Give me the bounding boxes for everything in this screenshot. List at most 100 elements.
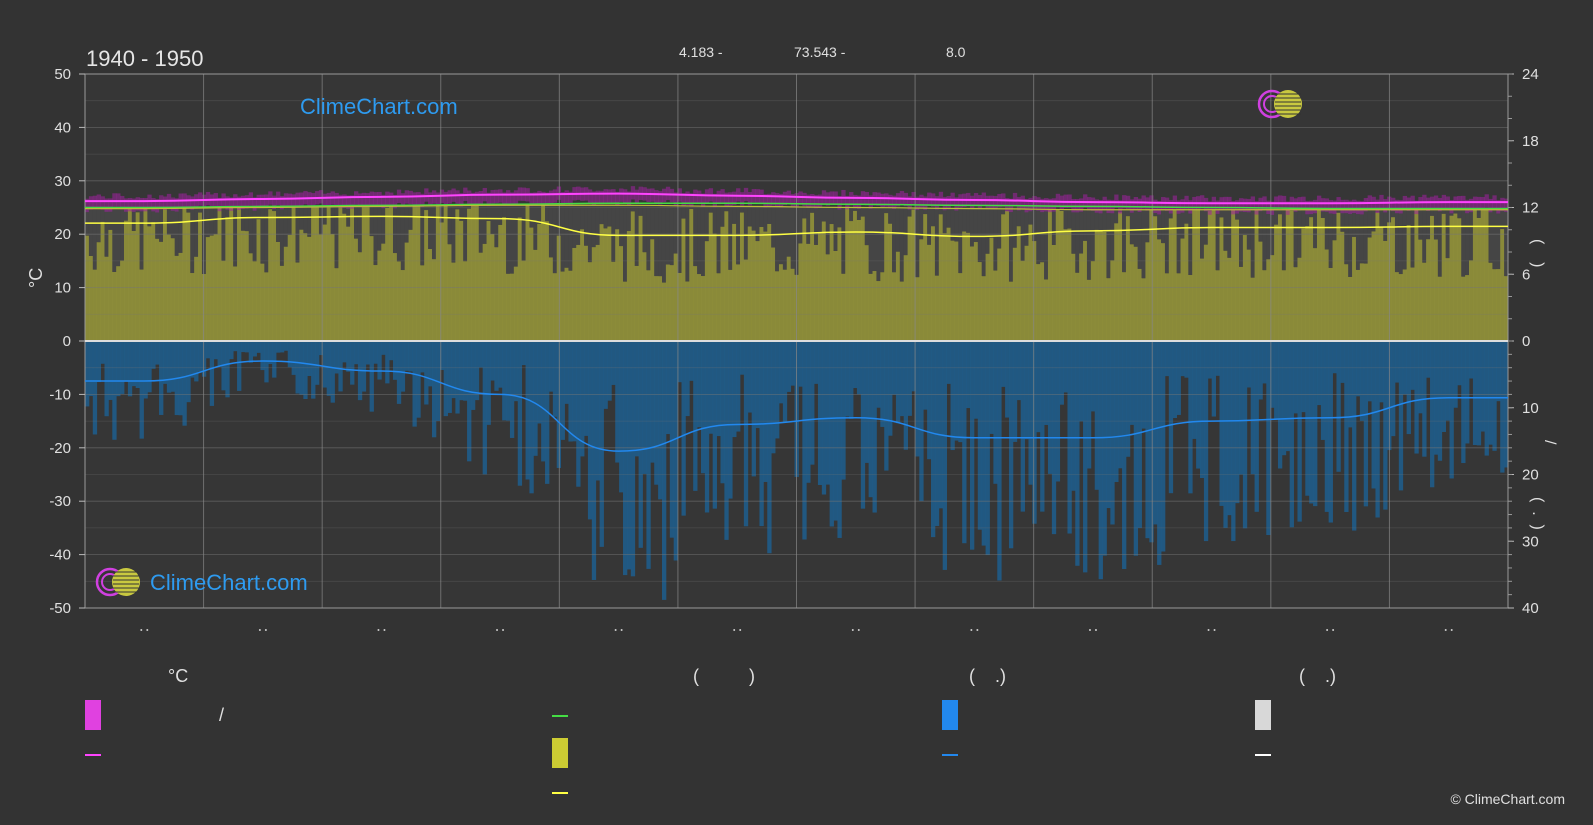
daylight-bar [447,205,452,245]
sunshine-bar [1098,230,1103,341]
daylight-bar [1379,209,1384,227]
precip-bar [1367,341,1372,402]
daylight-bar [330,206,335,235]
sunshine-bar [400,270,406,341]
daylight-bar [424,206,429,211]
daylight-bar [895,207,901,252]
temp-range-bar [1379,194,1384,209]
sunshine-bar [295,262,300,341]
sunshine-bar [139,269,144,341]
temp-range-bar [771,192,776,206]
sunshine-bar [1433,239,1439,341]
precip-bar [1012,341,1018,442]
daylight-bar [817,207,823,234]
precip-bar [1086,341,1092,469]
right-tick-label-hours: 24 [1522,66,1539,83]
left-tick-label: 40 [54,119,71,136]
daylight-bar [568,205,573,271]
temp-range-bar [1465,199,1470,214]
sunshine-bar [626,231,632,341]
precip-bar [1094,341,1100,490]
brand-text-bottom: ClimeChart.com [150,570,308,595]
sunshine-bar [424,210,429,341]
precip-bar [1075,341,1080,566]
daylight-bar [763,206,768,232]
sunshine-bar [311,207,316,341]
precip-bar [1044,341,1049,425]
precip-bar [564,341,569,404]
sunshine-bar [716,273,721,341]
precip-bar [354,341,359,365]
sunshine-bar [272,211,277,341]
precip-bar [1207,341,1213,379]
sunshine-bar [677,272,682,341]
precip-bar [1488,341,1493,445]
daylight-bar [1500,209,1505,230]
legend-daylight-swatch [552,738,568,768]
precip-bar [428,341,433,387]
daylight-bar [1410,209,1415,268]
sunshine-bar [654,276,659,341]
sunshine-bar [513,266,519,341]
temp-range-bar [1079,198,1084,212]
sunshine-bar [470,205,476,341]
precip-bar [1242,341,1248,529]
sunshine-bar [104,256,109,341]
sunshine-bar [1238,266,1244,341]
sunshine-bar [1161,243,1166,341]
daylight-bar [720,206,725,227]
sunshine-bar [1422,262,1427,341]
precip-bar [587,341,593,520]
daylight-bar [1293,209,1298,268]
legend-col4-header: ( .) [1299,666,1336,686]
precip-bar [626,341,632,570]
sunshine-bar [938,214,944,341]
temp-range-bar [1430,196,1435,211]
precip-bar [1184,341,1189,378]
sunshine-bar [240,230,246,341]
sunshine-bar [778,264,784,341]
daylight-bar [623,205,628,282]
temp-range-bar [1414,200,1419,215]
sunshine-bar [408,229,413,341]
daylight-bar [572,205,577,248]
daylight-bar [798,206,803,244]
sunshine-bar [611,261,616,341]
daylight-bar [307,207,312,237]
sunshine-bar [919,239,924,341]
precip-bar [1465,341,1470,444]
precip-bar [166,341,172,393]
daylight-bar [213,207,218,235]
sunshine-bar [494,247,499,341]
daylight-bar [821,207,827,222]
sunshine-bar [276,241,281,341]
temp-range-bar [1044,198,1049,212]
month-tick-dot [733,629,736,631]
temp-range-bar [977,194,983,209]
sunshine-bar [1398,274,1404,341]
temp-range-bar [989,195,994,210]
sunshine-bar [1418,239,1423,341]
precip-bar [825,341,831,485]
top-stat-1: 4.183 - [679,44,723,60]
sunshine-bar [993,270,998,341]
precip-bar [451,341,456,399]
sunshine-bar [790,268,795,341]
daylight-bar [1457,209,1462,219]
temp-range-bar [825,192,831,206]
sunshine-bar [1223,250,1228,341]
daylight-bar [704,206,710,242]
temp-range-bar [1476,196,1482,211]
precip-bar [1133,341,1139,556]
daylight-bar [1122,209,1127,273]
temp-range-bar [1137,198,1142,213]
daylight-bar [833,207,838,251]
sunshine-bar [392,253,398,341]
precip-bar [1297,341,1302,522]
sunshine-bar [1168,218,1174,341]
precip-bar [1047,341,1053,474]
temp-range-bar [853,194,858,209]
temp-range-bar [1090,197,1096,211]
sunshine-bar [989,237,994,341]
daylight-bar [615,205,620,230]
